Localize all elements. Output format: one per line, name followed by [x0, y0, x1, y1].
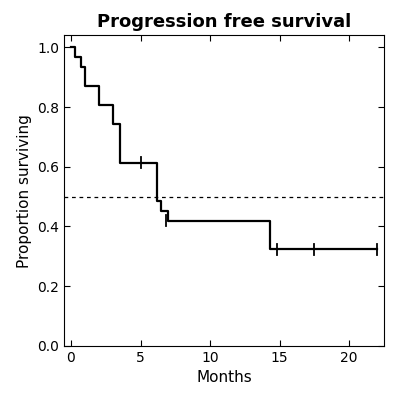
Y-axis label: Proportion surviving: Proportion surviving — [16, 114, 32, 268]
X-axis label: Months: Months — [196, 370, 252, 385]
Title: Progression free survival: Progression free survival — [97, 13, 351, 31]
